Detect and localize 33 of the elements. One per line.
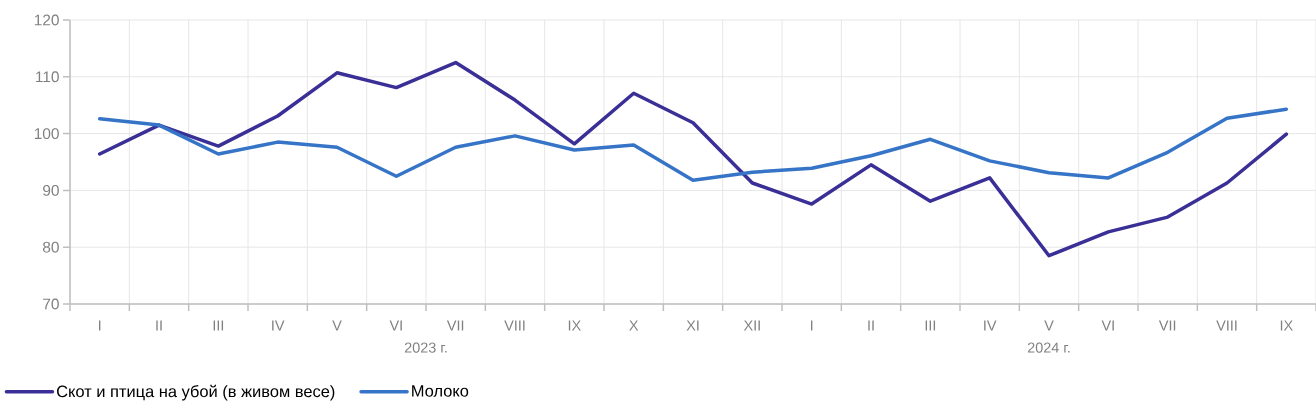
x-tick-label: IV	[984, 320, 997, 331]
text: 2024 г.	[1027, 342, 1070, 353]
x-tick-label: V	[332, 320, 342, 331]
x-tick-label: IV	[272, 320, 285, 331]
x-tick-label: VIII	[504, 320, 525, 331]
y-tick-label: 90	[43, 184, 59, 196]
x-tick-label: VI	[389, 320, 402, 331]
x-tick-label: XI	[686, 320, 699, 331]
legend-label: Скот и птица на убой (в живом весе)	[57, 384, 335, 401]
x-tick-label: VI	[1101, 320, 1114, 331]
y-tick-label: 100	[34, 128, 59, 140]
x-tick-label: III	[925, 320, 936, 331]
x-tick-label: II	[156, 320, 162, 331]
y-tick-label: 70	[43, 298, 59, 310]
x-tick-label: VII	[1158, 320, 1176, 331]
x-tick-label: IX	[1280, 320, 1293, 331]
x-tick-label: I	[99, 320, 101, 331]
x-tick-label: X	[629, 320, 639, 331]
x-tick-label: III	[213, 320, 224, 331]
y-tick-label: 80	[42, 241, 59, 253]
x-tick-label: I	[811, 320, 813, 331]
legend-label: Молоко	[412, 385, 469, 397]
x-tick-label: V	[1044, 320, 1054, 331]
text: 2023 г.	[404, 342, 447, 353]
x-tick-label: VIII	[1216, 320, 1237, 331]
line-series	[97, 107, 1289, 182]
y-tick-label: 110	[36, 71, 59, 83]
x-tick-label: VII	[446, 320, 464, 331]
x-tick-label: XII	[743, 320, 760, 331]
line-series	[97, 60, 1289, 258]
x-tick-label: II	[868, 320, 874, 331]
x-tick-label: IX	[568, 320, 581, 331]
y-tick-label: 120	[34, 14, 59, 26]
